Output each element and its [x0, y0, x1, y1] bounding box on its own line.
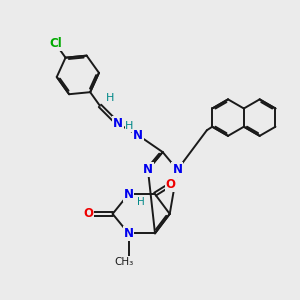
Text: H: H [137, 197, 145, 207]
Text: O: O [166, 178, 176, 191]
Text: N: N [133, 129, 143, 142]
Text: N: N [172, 163, 182, 176]
Text: N: N [124, 188, 134, 201]
Text: N: N [143, 163, 153, 176]
Text: H: H [125, 122, 134, 131]
Text: N: N [112, 117, 123, 130]
Text: H: H [106, 94, 114, 103]
Text: CH₃: CH₃ [115, 257, 134, 267]
Text: O: O [83, 207, 93, 220]
Text: H: H [136, 196, 145, 206]
Text: Cl: Cl [49, 37, 61, 50]
Text: N: N [124, 227, 134, 240]
